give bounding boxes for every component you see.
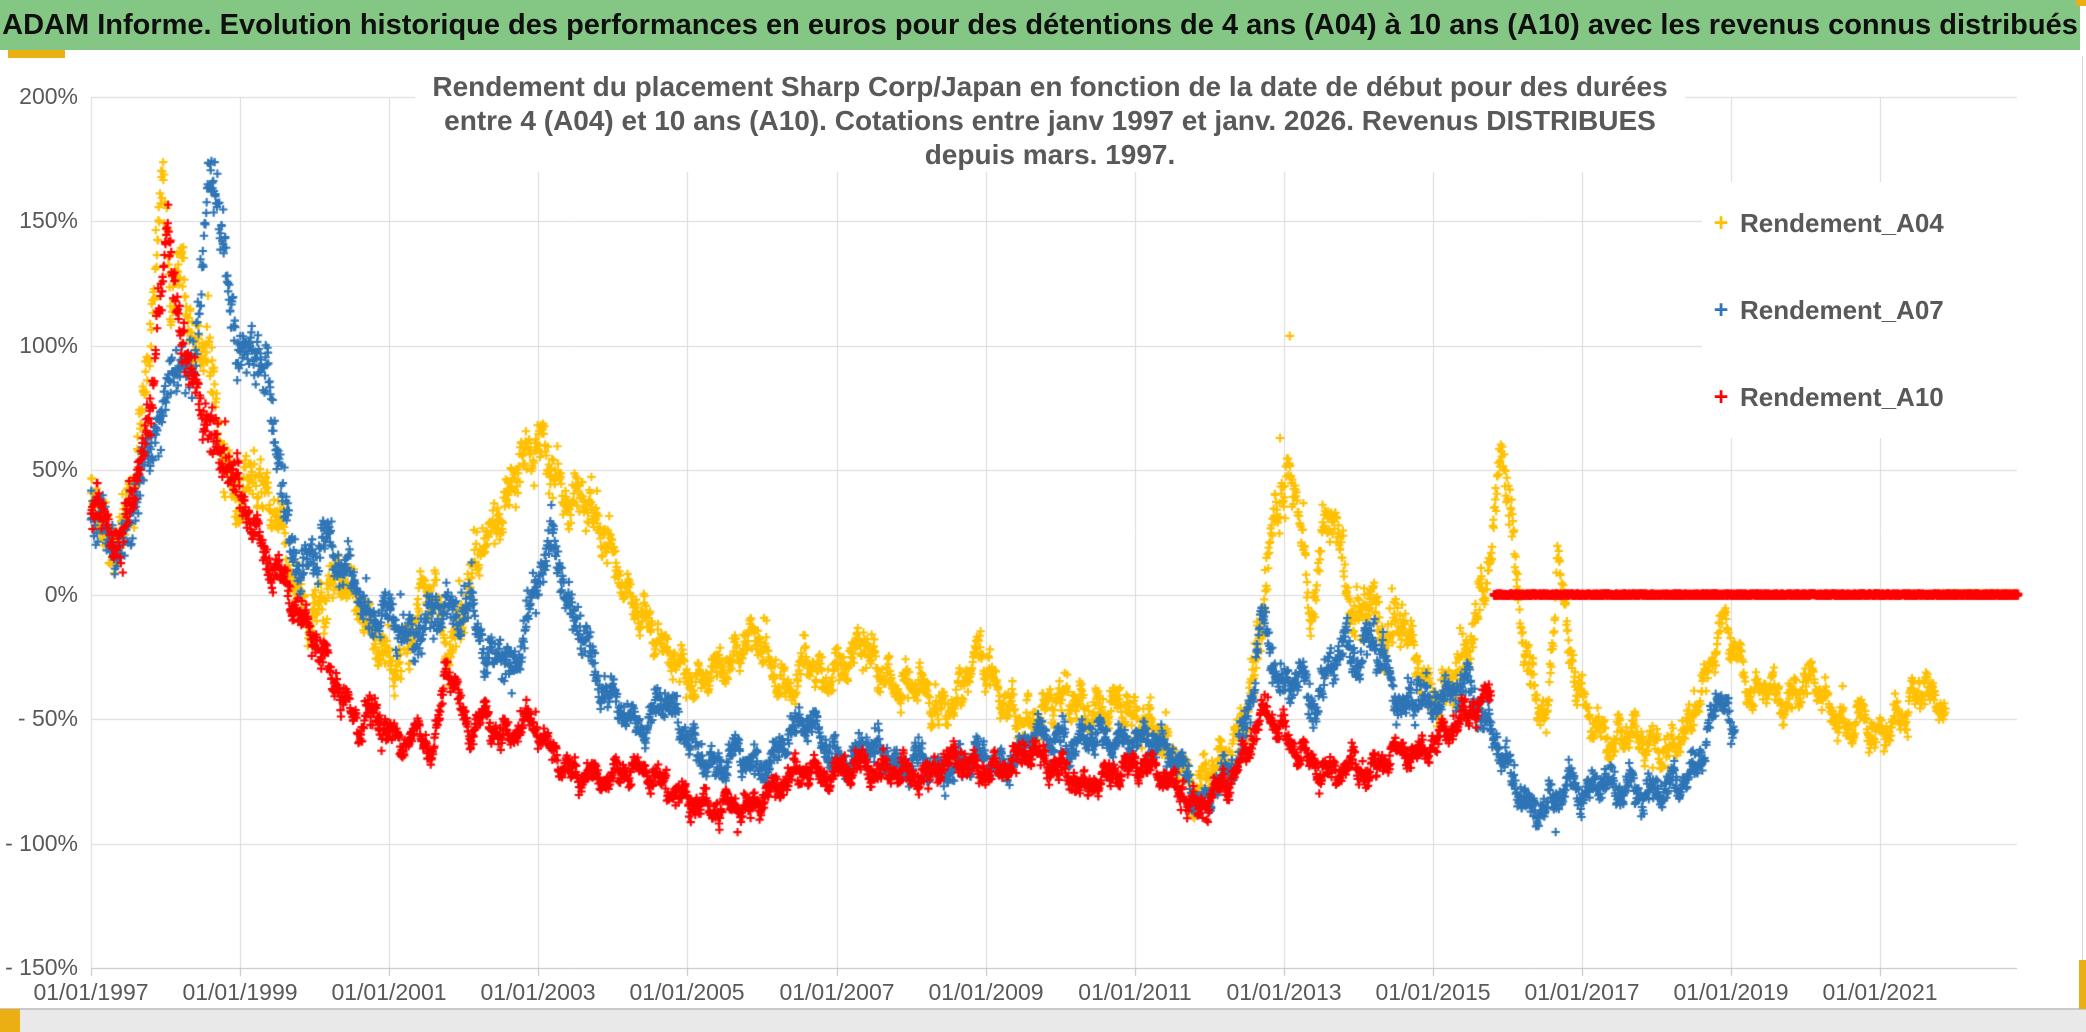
x-axis-label: 01/01/2019 xyxy=(1673,979,1789,1005)
x-axis-label: 01/01/1999 xyxy=(182,979,298,1005)
x-axis-label: 01/01/2017 xyxy=(1524,979,1640,1005)
legend-item-a04[interactable]: + Rendement_A04 xyxy=(1702,188,2020,258)
y-axis-label: 0% xyxy=(44,581,78,607)
chart-frame-right-line xyxy=(2082,56,2083,1008)
legend-item-a07[interactable]: + Rendement_A07 xyxy=(1702,275,2020,345)
x-axis-label: 01/01/2011 xyxy=(1078,979,1192,1005)
x-axis-label: 01/01/2013 xyxy=(1226,979,1342,1005)
x-axis-label: 01/01/2005 xyxy=(629,979,745,1005)
x-axis-label: 01/01/1997 xyxy=(33,979,149,1005)
plus-marker-icon: + xyxy=(1713,295,1729,324)
x-axis-label: 01/01/2001 xyxy=(331,979,447,1005)
legend-item-a10[interactable]: + Rendement_A10 xyxy=(1702,362,2020,432)
legend: + Rendement_A04 + Rendement_A07 + Rendem… xyxy=(1702,182,2020,438)
legend-item-label: Rendement_A04 xyxy=(1740,207,1944,238)
x-axis-label: 01/01/2009 xyxy=(928,979,1044,1005)
header-title: ADAM Informe. Evolution historique des p… xyxy=(2,8,2078,41)
x-axis-label: 01/01/2021 xyxy=(1822,979,1938,1005)
y-axis-label: - 150% xyxy=(5,954,78,980)
chart-title-line-1: Rendement du placement Sharp Corp/Japan … xyxy=(432,71,1668,102)
chart-title: Rendement du placement Sharp Corp/Japan … xyxy=(415,70,1685,172)
plus-marker-icon: + xyxy=(1713,208,1729,237)
x-axis-label: 01/01/2015 xyxy=(1375,979,1491,1005)
y-axis-label: 150% xyxy=(19,207,78,233)
gold-accent-bar xyxy=(8,50,65,58)
gold-corner-top-right xyxy=(2076,0,2086,6)
chart-title-line-2: entre 4 (A04) et 10 ans (A10). Cotations… xyxy=(444,105,1656,170)
gold-corner-bottom-left xyxy=(0,1009,20,1032)
x-axis-label: 01/01/2007 xyxy=(779,979,895,1005)
plus-marker-icon: + xyxy=(1713,382,1729,411)
y-axis-label: 50% xyxy=(31,456,78,482)
x-axis-label: 01/01/2003 xyxy=(480,979,596,1005)
legend-item-label: Rendement_A10 xyxy=(1740,381,1944,412)
y-axis-label: 200% xyxy=(19,83,78,109)
gold-corner-bottom-right xyxy=(2079,960,2086,1009)
bottom-scroll-strip[interactable] xyxy=(0,1008,2086,1032)
y-axis-label: 100% xyxy=(19,332,78,358)
app-header: ADAM Informe. Evolution historique des p… xyxy=(0,0,2080,50)
y-axis-label: - 50% xyxy=(17,705,78,731)
y-axis-label: - 100% xyxy=(5,830,78,856)
legend-item-label: Rendement_A07 xyxy=(1740,294,1944,325)
